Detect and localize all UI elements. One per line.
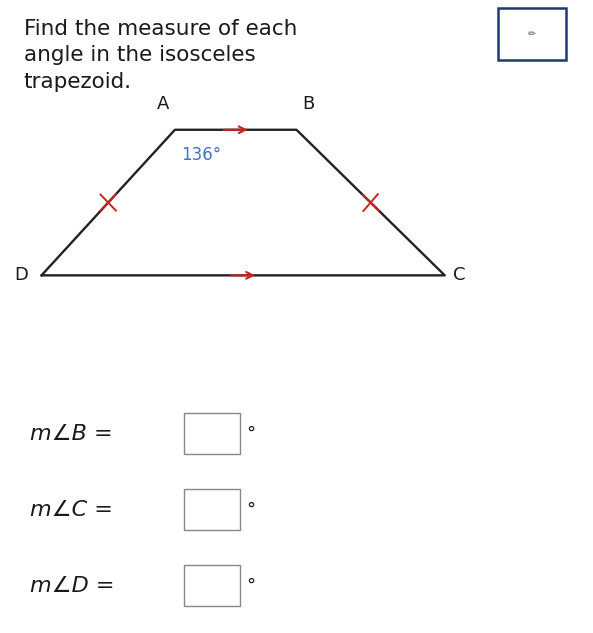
Text: A: A bbox=[157, 96, 169, 113]
Text: 136°: 136° bbox=[181, 146, 221, 164]
Text: B: B bbox=[302, 96, 314, 113]
Bar bbox=[498, 8, 566, 60]
Text: m∠B =: m∠B = bbox=[30, 423, 112, 444]
Text: °: ° bbox=[246, 425, 255, 442]
Bar bbox=[184, 413, 240, 454]
Text: °: ° bbox=[246, 501, 255, 518]
Text: m∠C =: m∠C = bbox=[30, 499, 113, 520]
Text: C: C bbox=[453, 266, 466, 284]
Text: m∠D =: m∠D = bbox=[30, 575, 114, 596]
Text: Find the measure of each
angle in the isosceles
trapezoid.: Find the measure of each angle in the is… bbox=[24, 19, 297, 92]
Bar bbox=[184, 489, 240, 530]
Text: ✏: ✏ bbox=[528, 29, 536, 39]
Text: D: D bbox=[14, 266, 28, 284]
Text: °: ° bbox=[246, 577, 255, 594]
Bar bbox=[184, 565, 240, 606]
